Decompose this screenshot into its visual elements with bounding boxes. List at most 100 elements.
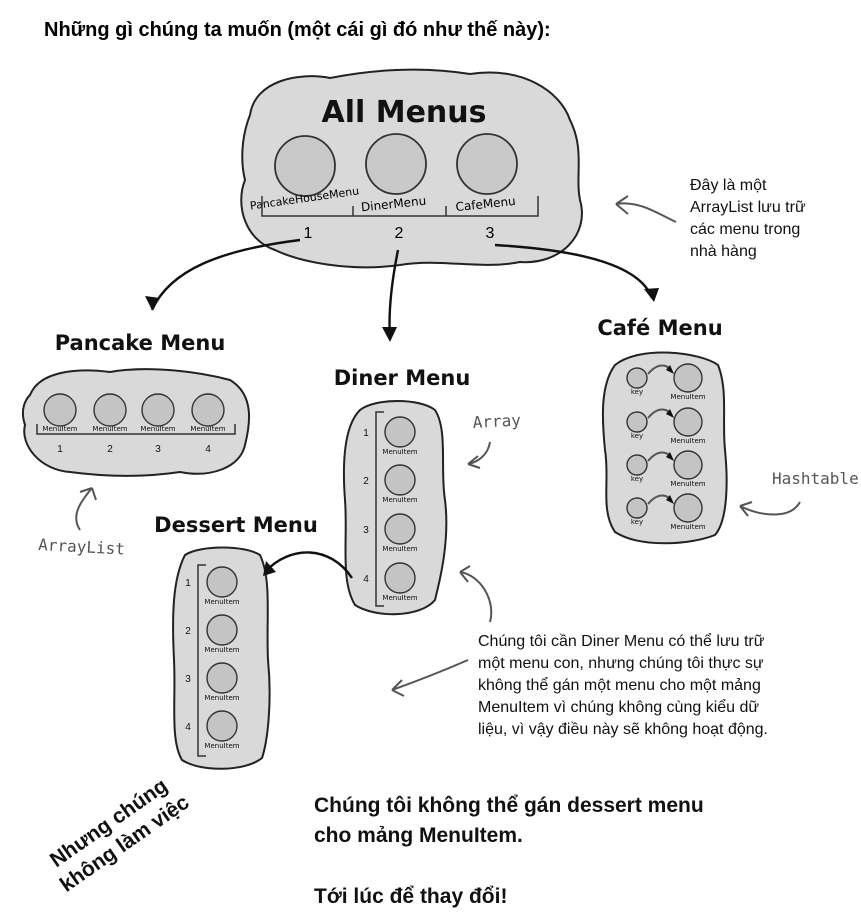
arrow-to-pancake-icon: [150, 238, 301, 311]
arraylist-arrow-icon: [75, 487, 97, 531]
dessert-menu-title: Dessert Menu: [154, 513, 318, 537]
cafe-menu-label: CafeMenu: [455, 194, 516, 214]
pancake-index-4: 4: [205, 444, 211, 455]
page-heading: Những gì chúng ta muốn (một cái gì đó nh…: [44, 19, 551, 41]
menuitem-ball: [673, 450, 703, 480]
pancake-bracket: [36, 424, 236, 435]
key-label: key: [631, 388, 643, 396]
menuitem-ball: [206, 662, 238, 694]
arrow-to-diner-head-icon: [382, 327, 397, 342]
menuitem-label: MenuItem: [204, 646, 239, 654]
key-to-value-arrow-head-icon: [666, 495, 674, 504]
menuitem-ball: [141, 393, 175, 427]
arrow-to-cafe-head-icon: [644, 288, 659, 302]
dessert-menu-blob: [172, 546, 271, 770]
all-menus-note-line-4: nhà hàng: [690, 243, 757, 260]
cafe-menu-title: Café Menu: [597, 316, 722, 340]
diner-note-line-1: Chúng tôi cần Diner Menu có thể lưu trữ: [478, 632, 765, 650]
menuitem-label: MenuItem: [42, 425, 77, 433]
pancake-menu-blob: [21, 368, 251, 477]
menuitem-ball: [384, 562, 416, 594]
key-label: key: [631, 432, 643, 440]
all-menus-note: Đây là một ArrayList lưu trữ các menu tr…: [615, 177, 806, 260]
arrow-diner-to-dessert-icon: [264, 551, 353, 579]
diner-index: 3: [363, 525, 369, 536]
conclusion-line-2: cho mảng MenuItem.: [314, 824, 523, 847]
menuitem-label: MenuItem: [204, 742, 239, 750]
all-menus-bracket: [261, 196, 539, 217]
cafe-menu-group: Café Menu key MenuItem key MenuItem key MenuI…: [597, 316, 728, 545]
conclusion: Chúng tôi không thể gán dessert menu cho…: [314, 794, 704, 908]
diner-index: 4: [363, 574, 369, 585]
diner-menu-blob: [342, 400, 448, 616]
key-ball: [626, 367, 648, 389]
diner-note-arrow-up-icon: [459, 565, 493, 623]
menuitem-ball: [384, 464, 416, 496]
pancake-menu-group: Pancake Menu MenuItem MenuItem MenuItem Men…: [21, 331, 251, 477]
menuitem-ball: [93, 393, 127, 427]
menuitem-label: MenuItem: [382, 448, 417, 456]
all-menus-index-2: 2: [395, 225, 404, 242]
menuitem-ball: [191, 393, 225, 427]
menuitem-label: MenuItem: [92, 425, 127, 433]
menuitem-ball: [206, 566, 238, 598]
menuitem-label: MenuItem: [382, 545, 417, 553]
all-menus-note-line-2: ArrayList lưu trữ: [690, 199, 806, 216]
diner-index: 1: [363, 428, 369, 439]
diner-note-line-5: liệu, vì vậy điều này sẽ không hoạt động…: [478, 721, 768, 738]
arrow-diner-to-dessert-head-icon: [263, 561, 276, 576]
menuitem-label: MenuItem: [190, 425, 225, 433]
array-arrow-icon: [467, 441, 491, 469]
all-menus-group: All Menus PancakeHouseMenu DinerMenu Caf…: [240, 68, 583, 269]
menuitem-label: MenuItem: [204, 598, 239, 606]
menuitem-ball: [206, 614, 238, 646]
hashtable-arrow-icon: [739, 501, 801, 517]
array-label: Array: [472, 410, 521, 432]
dessert-index: 2: [185, 626, 191, 637]
dessert-index: 1: [185, 578, 191, 589]
menuitem-ball: [384, 513, 416, 545]
diner-menu-title: Diner Menu: [334, 366, 471, 390]
rotated-note: Nhưng chúng không làm việc: [46, 774, 194, 897]
arrow-to-pancake-head-icon: [145, 296, 160, 310]
menuitem-ball: [43, 393, 77, 427]
menuitem-ball: [673, 493, 703, 523]
menuitem-ball: [384, 416, 416, 448]
menuitem-ball: [673, 363, 703, 393]
menu-ball-3: [456, 133, 518, 195]
diner-note: Chúng tôi cần Diner Menu có thể lưu trữ …: [478, 632, 768, 738]
diner-note-line-2: một menu con, nhưng chúng tôi thực sự: [478, 655, 764, 672]
dessert-menu-group: Dessert Menu 1 MenuItem 2 MenuItem 3 MenuItem…: [154, 513, 318, 770]
dessert-bracket: [197, 564, 206, 757]
menuitem-label: MenuItem: [204, 694, 239, 702]
menu-ball-1: [274, 135, 336, 197]
menuitem-label: MenuItem: [382, 594, 417, 602]
pancake-index-2: 2: [107, 444, 113, 455]
cafe-menu-blob: [601, 351, 728, 545]
conclusion-line-3: Tới lúc để thay đổi!: [314, 885, 507, 908]
menu-ball-2: [365, 133, 427, 195]
menuitem-label: MenuItem: [670, 393, 705, 401]
diner-index: 2: [363, 476, 369, 487]
diner-menu-label: DinerMenu: [360, 194, 427, 215]
diner-note-line-4: MenuItem vì chúng không cùng kiểu dữ: [478, 698, 759, 716]
pancake-index-1: 1: [57, 444, 63, 455]
menuitem-label: MenuItem: [140, 425, 175, 433]
all-menus-index-1: 1: [304, 225, 313, 242]
all-menus-index-3: 3: [486, 225, 495, 242]
key-label: key: [631, 475, 643, 483]
diner-note-arrow-left-icon: [391, 659, 469, 697]
all-menus-note-arrow-icon: [615, 195, 677, 223]
key-to-value-arrow-head-icon: [666, 365, 674, 374]
all-menus-title: All Menus: [322, 95, 487, 130]
menuitem-ball: [673, 407, 703, 437]
menuitem-label: MenuItem: [382, 496, 417, 504]
arraylist-label: ArrayList: [38, 535, 126, 559]
key-to-value-arrow-head-icon: [666, 452, 674, 461]
key-label: key: [631, 518, 643, 526]
all-menus-note-line-1: Đây là một: [690, 177, 767, 194]
dessert-index: 4: [185, 722, 191, 733]
pancake-menu-title: Pancake Menu: [55, 331, 226, 355]
arrow-to-cafe-icon: [494, 243, 654, 299]
